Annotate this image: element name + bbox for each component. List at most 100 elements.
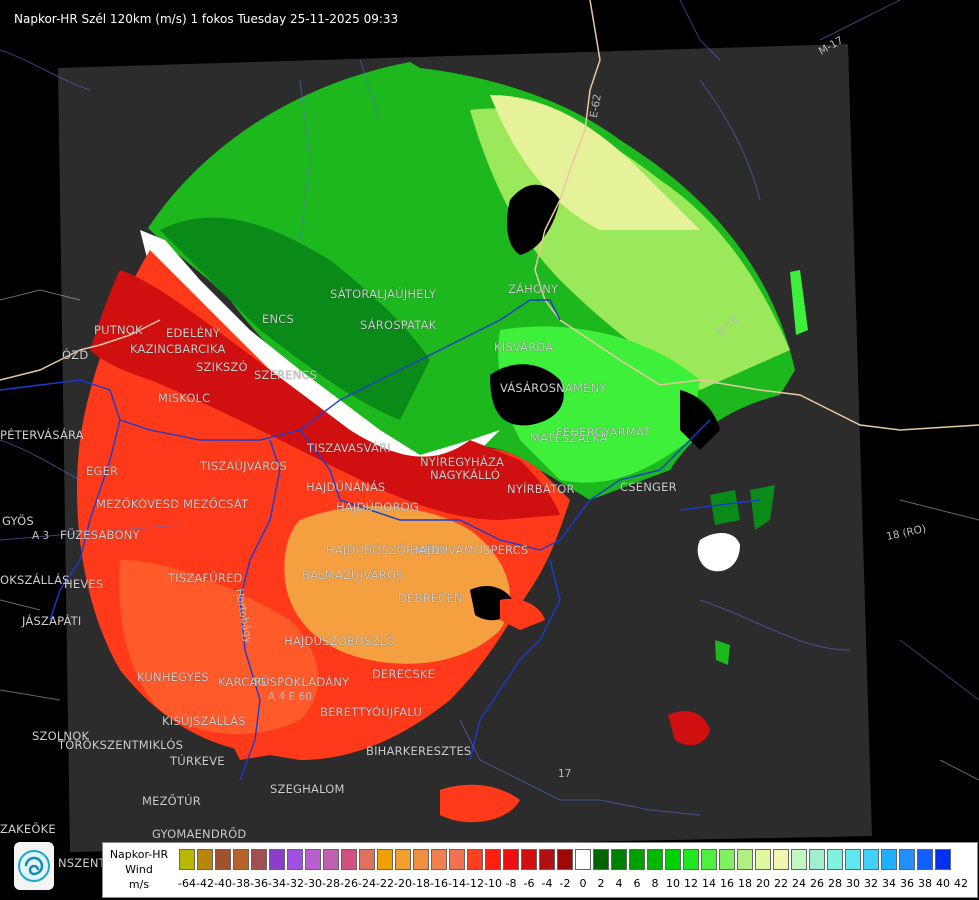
legend-tick-label: -38 <box>232 877 250 890</box>
legend-swatch <box>377 849 393 870</box>
legend-tick-label: -20 <box>394 877 412 890</box>
legend-swatch <box>233 849 249 870</box>
legend-tick-label: 14 <box>702 877 716 890</box>
legend-tick-label: -28 <box>322 877 340 890</box>
place-label: NSZENTM <box>58 856 116 870</box>
legend-tick-label: -14 <box>448 877 466 890</box>
place-label: BALMAZÚJVÁROS <box>302 568 404 582</box>
place-label: FÜZESABONY <box>60 528 140 542</box>
place-label: DEBRECEN <box>398 591 463 605</box>
legend-swatch <box>719 849 735 870</box>
legend-tick-label: 22 <box>774 877 788 890</box>
legend-swatch <box>305 849 321 870</box>
legend-tick-label: 12 <box>684 877 698 890</box>
legend-swatch <box>215 849 231 870</box>
legend-tick-label: -4 <box>541 877 553 890</box>
place-label: HAJDÚNÁNÁS <box>306 480 386 494</box>
legend-tick-label: 6 <box>633 877 641 890</box>
place-label: KISVÁRDA <box>494 340 554 354</box>
legend-tick-label: 8 <box>651 877 659 890</box>
legend-swatch <box>179 849 195 870</box>
place-label: EDELÉNY <box>166 326 221 340</box>
place-label: SÁROSPATAK <box>360 318 437 332</box>
legend-tick-label: -34 <box>268 877 286 890</box>
legend-swatch <box>863 849 879 870</box>
legend-tick-label: 40 <box>936 877 950 890</box>
legend-swatch <box>935 849 951 870</box>
legend-tick-label: -40 <box>214 877 232 890</box>
legend-swatch <box>503 849 519 870</box>
legend-tick-label: -24 <box>358 877 376 890</box>
place-label: ZÁHONY <box>508 282 559 296</box>
place-label: MÁTÉSZALKA <box>530 431 608 445</box>
legend-tick-label: -30 <box>304 877 322 890</box>
legend-tick-label: -12 <box>466 877 484 890</box>
legend-tick-label: -64 <box>178 877 196 890</box>
place-label: TÖRÖKSZENTMIKLÓS <box>58 738 184 752</box>
legend-tick-label: 4 <box>615 877 623 890</box>
legend-tick-label: -42 <box>196 877 214 890</box>
echo-orange-center <box>284 506 510 664</box>
legend-swatch <box>431 849 447 870</box>
legend-swatch <box>269 849 285 870</box>
echo-white-blob <box>697 533 740 572</box>
place-label: KISÚJSZÁLLÁS <box>162 714 246 728</box>
legend-swatch <box>683 849 699 870</box>
place-label: ZAKEÖKE <box>0 822 56 836</box>
legend-swatch <box>521 849 537 870</box>
legend-tick-label: -36 <box>250 877 268 890</box>
place-label: PÜSPÖKLADÁNY <box>254 675 350 689</box>
echo-green-dark <box>160 217 430 420</box>
place-label: KAZINCBARCIKA <box>130 342 226 356</box>
place-label: SZERENCS <box>254 368 318 382</box>
legend-tick-label: -32 <box>286 877 304 890</box>
legend-swatch <box>701 849 717 870</box>
legend-swatch <box>341 849 357 870</box>
place-label: HAJDÚVÁMOSPÉRCS <box>410 543 529 557</box>
place-label: ENCS <box>262 312 294 326</box>
legend-tick-label: 38 <box>918 877 932 890</box>
legend-swatch <box>413 849 429 870</box>
place-label: KARCAG <box>218 675 267 689</box>
place-label: EGER <box>86 464 119 478</box>
legend-tick-label: 34 <box>882 877 896 890</box>
place-label: VÁSÁROSNAMÉNY <box>500 381 607 395</box>
legend-swatch <box>827 849 843 870</box>
agency-logo <box>14 842 54 890</box>
legend-tick-label: 28 <box>828 877 842 890</box>
legend-swatch <box>755 849 771 870</box>
legend-swatch <box>287 849 303 870</box>
place-label: GYÖS <box>2 514 34 528</box>
legend-swatch <box>791 849 807 870</box>
legend-tick-label: 42 <box>954 877 968 890</box>
legend-swatch <box>773 849 789 870</box>
place-label: MEZŐKÖVESD <box>96 497 180 511</box>
legend-tick-label: -18 <box>412 877 430 890</box>
place-label: MISKOLC <box>158 391 211 405</box>
legend-swatch <box>197 849 213 870</box>
place-label: DERECSKE <box>372 667 436 681</box>
place-label: TISZAVASVÁRI <box>307 441 391 455</box>
legend-swatch <box>899 849 915 870</box>
legend-swatch <box>737 849 753 870</box>
place-label: FEHÉRGYARMAT <box>556 425 651 439</box>
county-borders <box>0 299 761 781</box>
legend-swatch <box>323 849 339 870</box>
legend-tick-label: 10 <box>666 877 680 890</box>
legend-tick-label: -22 <box>376 877 394 890</box>
place-label: BERETTYÓÚJFALU <box>320 705 422 719</box>
road-label: A 4 E 60 <box>268 691 312 703</box>
place-label: SZOLNOK <box>32 729 90 743</box>
map-title: Napkor-HR Szél 120km (m/s) 1 fokos Tuesd… <box>14 12 399 26</box>
place-label: GYOMAENDRŐD <box>152 827 247 841</box>
legend-swatch <box>557 849 573 870</box>
place-label: TISZAÚJVÁROS <box>200 459 288 473</box>
legend-tick-label: 0 <box>579 877 587 890</box>
legend-tick-label: 18 <box>738 877 752 890</box>
legend-swatch <box>647 849 663 870</box>
legend-swatch <box>395 849 411 870</box>
legend-swatch <box>917 849 933 870</box>
legend-tick-label: -8 <box>505 877 517 890</box>
place-label: SZIKSZÓ <box>196 360 248 374</box>
